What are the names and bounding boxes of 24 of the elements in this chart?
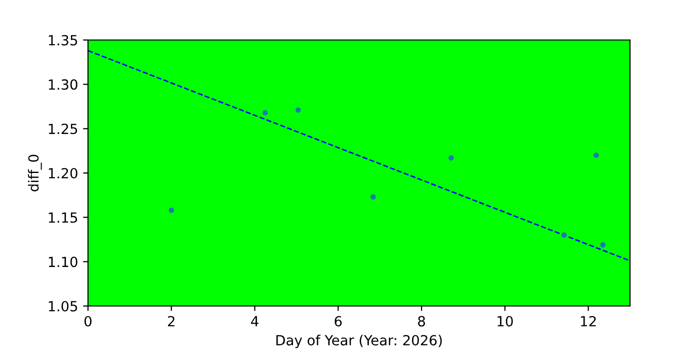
x-tick-label: 10 — [498, 316, 513, 326]
y-tick-label: 1.20 — [48, 168, 78, 178]
point — [262, 110, 268, 116]
y-tick-label: 1.15 — [48, 212, 78, 223]
y-tick-label: 1.35 — [48, 34, 78, 46]
y-tick-label: 1.10 — [48, 256, 78, 268]
x-tick-label: 2 — [168, 316, 174, 326]
point — [295, 107, 301, 113]
point — [594, 152, 599, 158]
x-tick-label: 8 — [418, 316, 426, 326]
x-tick-label: 0 — [84, 316, 92, 326]
point — [168, 208, 174, 213]
y-tick-label: 1.25 — [48, 124, 78, 134]
point — [370, 194, 376, 200]
point — [561, 232, 567, 238]
x-tick-label: 12 — [580, 316, 596, 326]
x-tick-label: 6 — [334, 316, 342, 326]
y-tick-label: 1.30 — [48, 79, 78, 90]
point — [600, 242, 606, 248]
y-axis-title: diff_0 — [28, 154, 42, 192]
y-tick-label: 1.05 — [48, 300, 78, 312]
point — [448, 155, 454, 161]
x-axis-title: Day of Year (Year: 2026) — [276, 334, 442, 348]
x-tick-label: 4 — [251, 316, 258, 326]
